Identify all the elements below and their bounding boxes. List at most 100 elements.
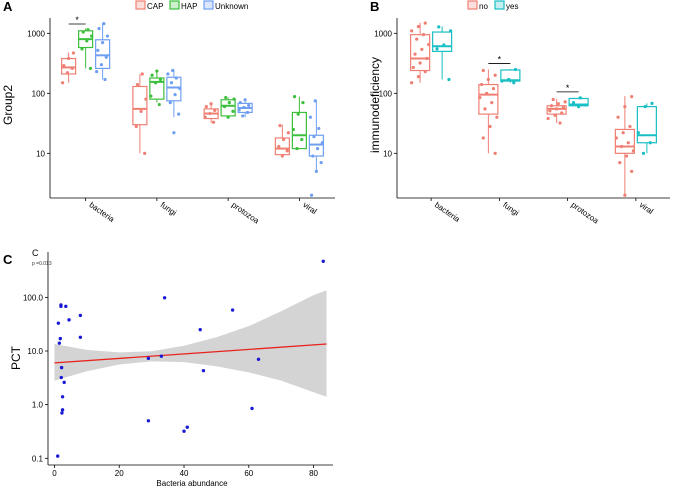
data-point bbox=[146, 356, 151, 361]
x-tick-label: protozoa bbox=[230, 200, 261, 226]
data-point bbox=[102, 22, 106, 26]
data-point bbox=[243, 98, 247, 102]
p-value-label: p =0.013 bbox=[32, 261, 52, 267]
data-point bbox=[553, 113, 557, 117]
data-point bbox=[420, 47, 424, 51]
data-point bbox=[211, 120, 216, 124]
data-point bbox=[485, 91, 489, 95]
x-tick-label: 80 bbox=[309, 469, 318, 478]
significance-label: * bbox=[498, 54, 502, 64]
data-point bbox=[101, 41, 105, 45]
data-point bbox=[174, 76, 178, 80]
legend-swatch-hap bbox=[169, 0, 180, 10]
data-point bbox=[296, 112, 300, 116]
y-tick-label: 10 bbox=[36, 149, 45, 158]
box-unknown bbox=[308, 134, 324, 157]
data-point bbox=[80, 47, 84, 51]
data-point bbox=[411, 65, 415, 70]
data-point bbox=[483, 107, 487, 111]
data-point bbox=[560, 111, 564, 115]
box-no bbox=[478, 83, 499, 115]
data-point bbox=[618, 161, 622, 165]
x-tick-label: bacteria bbox=[87, 200, 116, 224]
data-point bbox=[280, 154, 284, 158]
data-point bbox=[232, 97, 236, 101]
data-point bbox=[209, 102, 213, 106]
y-axis-title: immunodeficiency bbox=[368, 57, 382, 153]
data-point bbox=[178, 86, 182, 91]
panel-label-a: A bbox=[3, 0, 13, 14]
x-tick-label: 0 bbox=[52, 469, 57, 478]
data-point bbox=[577, 105, 581, 109]
data-point bbox=[427, 42, 431, 47]
data-point bbox=[513, 67, 518, 72]
data-point bbox=[312, 134, 316, 139]
data-point bbox=[308, 115, 312, 119]
legend-label: no bbox=[479, 2, 488, 11]
legend: CAP HAP Unknown bbox=[135, 0, 248, 11]
data-point bbox=[149, 94, 153, 98]
data-point bbox=[159, 354, 164, 358]
data-point bbox=[628, 124, 632, 129]
data-point bbox=[60, 408, 65, 412]
data-point bbox=[291, 127, 295, 132]
data-point bbox=[97, 26, 101, 31]
regression-line bbox=[54, 343, 327, 364]
legend-label: Unknown bbox=[215, 2, 248, 11]
data-point bbox=[104, 55, 108, 59]
data-point bbox=[168, 101, 172, 105]
data-point bbox=[67, 56, 71, 61]
data-point bbox=[416, 24, 421, 29]
data-point bbox=[238, 101, 242, 105]
x-tick-label: protozoa bbox=[569, 200, 600, 226]
panel-a-boxplot: CAP HAP Unknown Group2 10 100 1000 bacteria fu… bbox=[1, 0, 335, 226]
data-point bbox=[203, 115, 207, 119]
data-point bbox=[415, 37, 419, 41]
data-point bbox=[182, 429, 186, 433]
data-point bbox=[563, 100, 567, 104]
data-point bbox=[281, 137, 286, 142]
y-tick-label: 100 bbox=[32, 89, 46, 98]
data-point bbox=[62, 63, 66, 68]
data-point bbox=[157, 102, 161, 107]
data-point bbox=[295, 146, 299, 151]
data-point bbox=[488, 124, 492, 129]
data-point bbox=[150, 73, 154, 77]
data-point bbox=[643, 105, 647, 109]
significance-label: * bbox=[566, 83, 570, 93]
data-point bbox=[166, 72, 170, 76]
legend-label: CAP bbox=[147, 2, 163, 11]
data-point bbox=[314, 169, 318, 173]
y-tick-label: 100 bbox=[379, 89, 393, 98]
data-point bbox=[571, 101, 576, 105]
data-point bbox=[78, 313, 83, 318]
y-tick-label: 1000 bbox=[27, 29, 45, 38]
data-point bbox=[169, 81, 174, 85]
data-point bbox=[623, 105, 627, 109]
x-tick-label: viral bbox=[638, 200, 655, 216]
legend-label: yes bbox=[506, 2, 518, 11]
data-point bbox=[300, 137, 304, 142]
data-point bbox=[549, 104, 554, 108]
data-point bbox=[231, 109, 235, 113]
data-point bbox=[96, 48, 100, 52]
data-point bbox=[139, 109, 143, 113]
data-point bbox=[478, 95, 482, 100]
box-no bbox=[614, 128, 635, 154]
corner-label: C bbox=[32, 248, 39, 258]
data-point bbox=[442, 43, 446, 47]
data-point bbox=[90, 34, 94, 38]
data-point bbox=[177, 112, 181, 116]
y-axis-title: PCT bbox=[9, 345, 23, 370]
data-point bbox=[277, 144, 281, 149]
significance-label: * bbox=[75, 15, 79, 25]
data-point bbox=[242, 105, 246, 110]
data-point bbox=[321, 259, 325, 263]
data-point bbox=[105, 34, 110, 38]
data-point bbox=[493, 151, 497, 155]
data-point bbox=[561, 105, 566, 110]
data-point bbox=[61, 81, 65, 85]
data-point bbox=[410, 29, 414, 33]
data-point bbox=[491, 86, 496, 91]
box-hap bbox=[149, 77, 165, 100]
